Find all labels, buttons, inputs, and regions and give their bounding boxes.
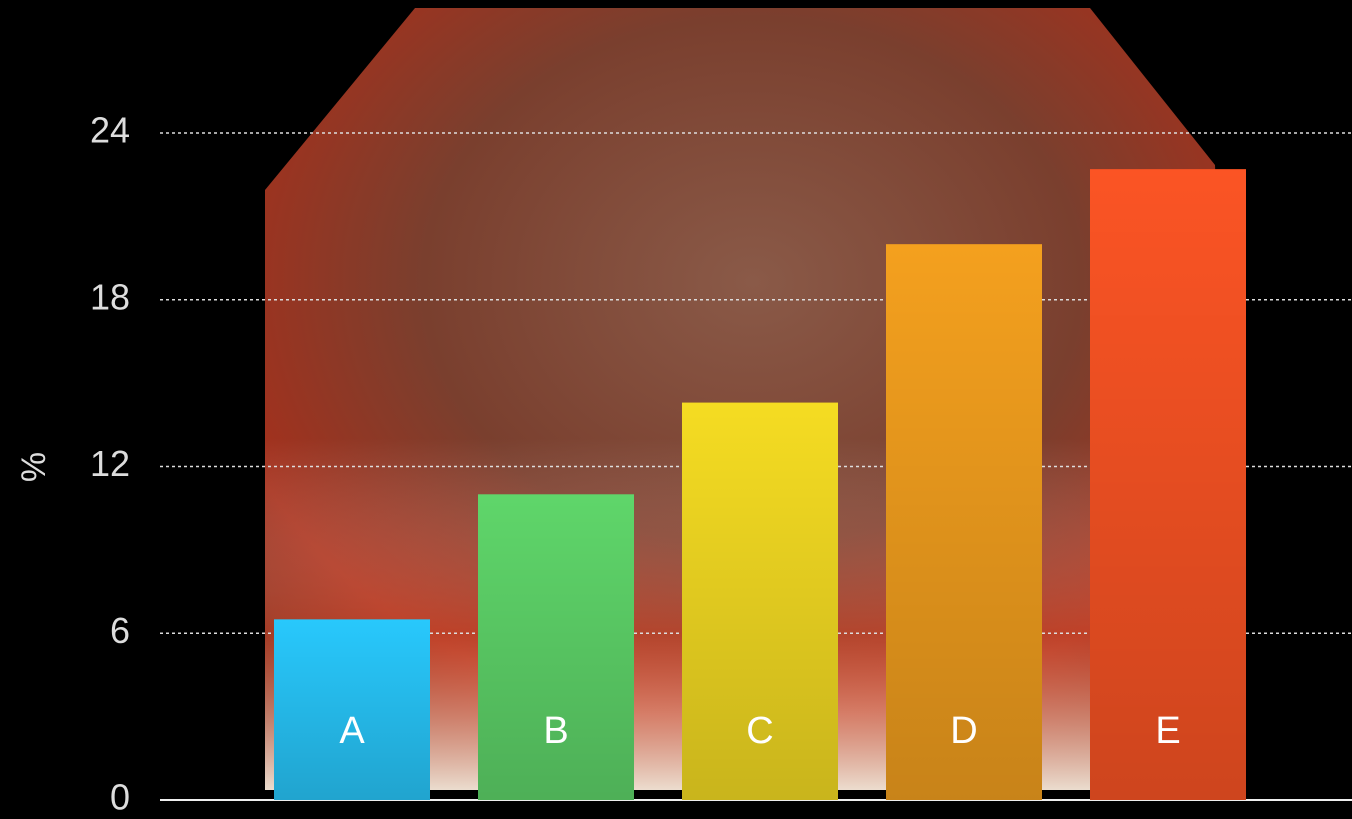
category-label: A — [339, 710, 365, 752]
category-label: E — [1155, 710, 1180, 752]
y-axis-label: % — [15, 452, 53, 482]
y-tick-label: 12 — [90, 443, 130, 484]
y-tick-label: 24 — [90, 110, 130, 151]
bar-shade — [274, 619, 430, 800]
y-tick-label: 18 — [90, 276, 130, 317]
category-label: D — [950, 710, 977, 752]
category-label: B — [543, 710, 568, 752]
bar-shade — [682, 402, 838, 800]
category-label: C — [746, 710, 773, 752]
plot-area: 0 6 12 18 24 A B C D E — [90, 110, 1352, 818]
bar-shade — [1090, 169, 1246, 801]
y-tick-label: 0 — [110, 777, 130, 818]
bar-shade — [478, 494, 634, 800]
bar-shade — [886, 244, 1042, 800]
y-tick-label: 6 — [110, 610, 130, 651]
